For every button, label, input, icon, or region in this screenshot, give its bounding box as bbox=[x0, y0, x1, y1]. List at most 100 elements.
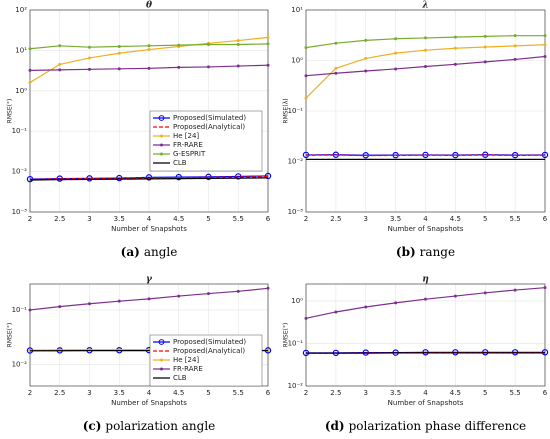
x-tick-label: 6 bbox=[266, 215, 271, 223]
data-point bbox=[453, 294, 457, 298]
y-tick-label: 10⁻¹ bbox=[12, 127, 28, 135]
legend-label: FR-RARE bbox=[173, 365, 203, 373]
data-point bbox=[88, 67, 91, 71]
data-point bbox=[543, 43, 547, 47]
y-axis-label: RMSE(°) bbox=[283, 323, 290, 348]
x-axis-label: Number of Snapshots bbox=[111, 399, 187, 407]
x-tick-label: 6 bbox=[543, 389, 548, 397]
y-axis-label: RMSE(°) bbox=[7, 99, 14, 124]
y-axis-label: RMSE(λ) bbox=[283, 98, 290, 123]
y-tick-label: 10⁻¹ bbox=[12, 306, 28, 314]
caption-text: polarization angle bbox=[105, 419, 215, 433]
data-point bbox=[394, 37, 398, 41]
caption-text: polarization phase difference bbox=[349, 419, 527, 433]
x-tick-label: 5 bbox=[483, 389, 487, 397]
data-point bbox=[304, 316, 308, 320]
x-tick-label: 3 bbox=[364, 389, 368, 397]
chart-title: λ bbox=[421, 1, 428, 11]
data-point bbox=[236, 42, 240, 46]
data-point bbox=[394, 67, 398, 71]
x-tick-label: 4.5 bbox=[173, 389, 184, 397]
legend-marker bbox=[160, 367, 163, 371]
x-tick-label: 3 bbox=[364, 215, 368, 223]
plot-frame bbox=[305, 283, 546, 387]
caption: (a) angle bbox=[121, 245, 178, 259]
y-tick-label: 10⁰ bbox=[15, 87, 27, 95]
data-point bbox=[334, 41, 338, 45]
data-point bbox=[177, 65, 181, 69]
data-point bbox=[543, 55, 547, 59]
data-point bbox=[117, 44, 121, 48]
data-point bbox=[117, 51, 121, 55]
x-tick-label: 2 bbox=[28, 215, 32, 223]
chart-panel: η 10⁻² 10⁻¹ 10⁰ 2 2.5 3 3.5 4 4.5 5 5.5 6 Number of S… bbox=[283, 275, 549, 433]
data-point bbox=[364, 305, 368, 309]
x-tick-label: 3.5 bbox=[114, 215, 125, 223]
x-tick-label: 6 bbox=[543, 215, 548, 223]
caption-text: range bbox=[420, 245, 455, 259]
data-point bbox=[304, 46, 308, 50]
legend-label: G-ESPRIT bbox=[173, 150, 206, 158]
plot-frame bbox=[29, 9, 269, 213]
data-point bbox=[364, 69, 368, 73]
data-point bbox=[483, 34, 487, 38]
data-point bbox=[266, 35, 270, 39]
x-tick-label: 3.5 bbox=[390, 215, 401, 223]
y-tick-label: 10⁻² bbox=[288, 382, 304, 390]
data-point bbox=[424, 297, 427, 301]
x-axis-label: Number of Snapshots bbox=[111, 225, 187, 233]
x-axis-label: Number of Snapshots bbox=[388, 225, 464, 233]
data-point bbox=[147, 48, 151, 52]
caption-panel: (d) bbox=[325, 419, 345, 433]
x-tick-label: 5 bbox=[206, 215, 210, 223]
y-tick-label: 10⁰ bbox=[291, 297, 303, 305]
chart-panel: λ 10⁻³ 10⁻² 10⁻¹ 10⁰ 10¹ 2 2.5 3 3.5 4 4.5 5 5.5 6 Numb… bbox=[283, 1, 549, 259]
legend-box bbox=[149, 110, 263, 172]
caption-text: angle bbox=[144, 245, 178, 259]
data-point bbox=[207, 42, 210, 46]
x-tick-label: 2 bbox=[304, 215, 308, 223]
data-point bbox=[88, 56, 91, 60]
data-point bbox=[28, 47, 32, 51]
y-tick-label: 10⁻³ bbox=[12, 208, 28, 216]
x-tick-label: 5.5 bbox=[233, 215, 244, 223]
legend-label: Proposed(Analytical) bbox=[173, 123, 245, 131]
chart-panel: θ 10⁻³ 10⁻² 10⁻¹ 10⁰ 10¹ 10² 2 2.5 3 3.5 4 4.5 5 5.5 6 N… bbox=[7, 1, 272, 259]
legend-marker bbox=[158, 339, 165, 345]
y-tick-label: 10⁻² bbox=[288, 158, 304, 166]
legend-label: Proposed(Simulated) bbox=[173, 114, 246, 122]
data-point bbox=[483, 60, 487, 64]
data-point bbox=[236, 39, 240, 43]
data-point bbox=[266, 286, 270, 290]
y-tick-label: 10⁻³ bbox=[288, 208, 304, 216]
data-point bbox=[58, 68, 62, 72]
data-point bbox=[513, 57, 517, 61]
chart-panel: γ 10⁻² 10⁻¹ 2 2.5 3 3.5 4 4.5 5 5.5 6 Number of Snap… bbox=[7, 275, 272, 433]
data-point bbox=[147, 297, 151, 301]
data-point bbox=[266, 63, 270, 67]
x-tick-label: 3 bbox=[87, 215, 91, 223]
data-point bbox=[334, 310, 338, 314]
legend-marker bbox=[160, 152, 163, 156]
data-point bbox=[236, 64, 240, 68]
y-tick-label: 10⁰ bbox=[291, 57, 303, 65]
legend-label: He [24] bbox=[173, 356, 199, 364]
x-tick-label: 4.5 bbox=[173, 215, 184, 223]
y-tick-label: 10⁻² bbox=[12, 360, 28, 368]
data-point bbox=[483, 291, 487, 295]
chart-title: γ bbox=[146, 275, 153, 285]
data-point bbox=[304, 96, 308, 100]
x-tick-label: 4 bbox=[147, 389, 152, 397]
caption: (d) polarization phase difference bbox=[325, 419, 526, 433]
x-axis-label: Number of Snapshots bbox=[388, 399, 464, 407]
data-point bbox=[147, 66, 151, 70]
legend-marker bbox=[160, 134, 163, 138]
x-tick-label: 5 bbox=[483, 215, 487, 223]
data-point bbox=[88, 45, 91, 49]
data-point bbox=[513, 44, 517, 48]
data-point bbox=[424, 48, 427, 52]
x-tick-label: 4 bbox=[423, 389, 428, 397]
data-point bbox=[453, 62, 457, 66]
data-point bbox=[304, 74, 308, 78]
legend-label: CLB bbox=[173, 374, 187, 382]
